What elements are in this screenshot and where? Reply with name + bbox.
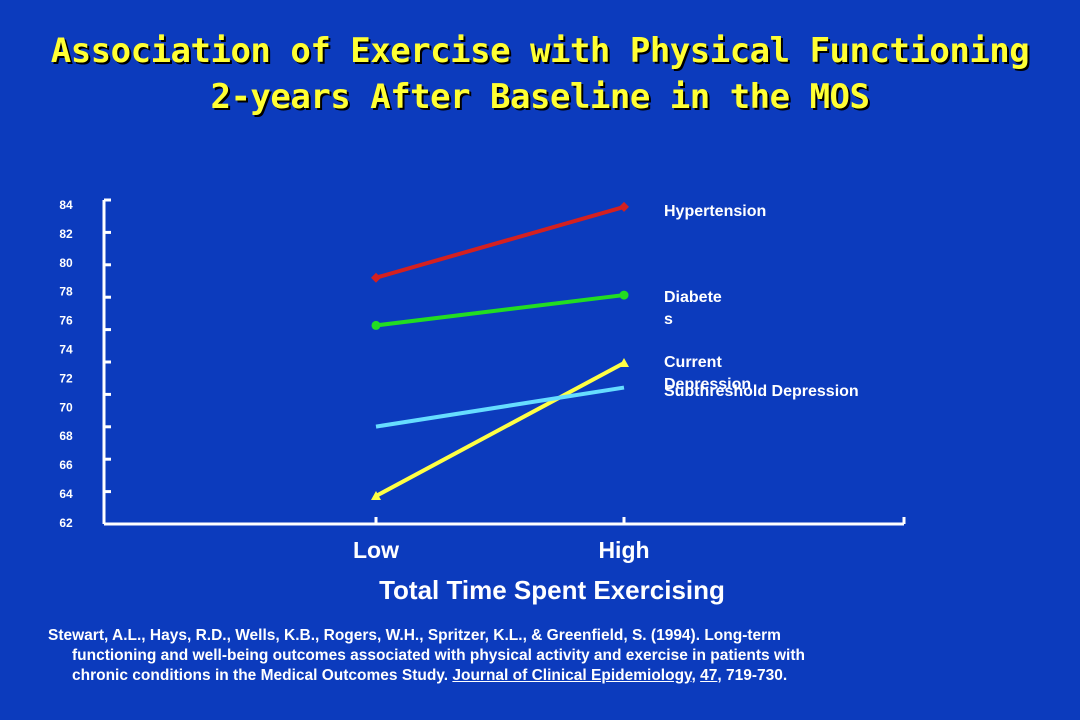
series-label-line: Subthreshold Depression: [664, 383, 859, 400]
x-tick-label: Low: [353, 537, 399, 563]
series-label: Subthreshold Depression: [664, 383, 859, 400]
y-tick-label: 80: [59, 256, 73, 270]
series-label: Diabete s: [664, 289, 722, 328]
y-tick-label: 74: [59, 343, 73, 357]
series-label-line: Depression: [664, 376, 751, 393]
citation-line-3: chronic conditions in the Medical Outcom…: [48, 666, 1048, 686]
series-label: Hypertension: [664, 203, 766, 220]
series-label-line: Hypertension: [664, 203, 766, 220]
y-tick-label: 68: [59, 429, 73, 443]
citation-line-2: functioning and well-being outcomes asso…: [72, 647, 805, 664]
data-point: [371, 272, 381, 283]
y-tick-label: 82: [59, 227, 73, 241]
citation-line-1: Stewart, A.L., Hays, R.D., Wells, K.B., …: [48, 627, 781, 644]
y-tick-label: 76: [59, 314, 73, 328]
data-point: [619, 358, 629, 367]
x-axis-title: Total Time Spent Exercising: [379, 575, 725, 605]
series-label-line: Diabete: [664, 289, 722, 306]
y-tick-label: 62: [59, 516, 73, 530]
y-tick-label: 84: [59, 198, 73, 212]
data-point: [371, 320, 381, 330]
series-label-line: s: [664, 311, 673, 328]
y-tick-label: 66: [59, 458, 73, 472]
data-point: [619, 201, 629, 212]
series-line: [375, 385, 625, 429]
series-line: [375, 204, 625, 280]
title-line-2: 2-years After Baseline in the MOS: [210, 77, 870, 117]
x-tick-label: High: [598, 537, 649, 563]
citation-pages: , 719-730.: [717, 667, 788, 684]
citation: Stewart, A.L., Hays, R.D., Wells, K.B., …: [48, 626, 1048, 686]
citation-volume: 47: [700, 667, 718, 684]
citation-study: chronic conditions in the Medical Outcom…: [72, 667, 453, 684]
chart-title: Association of Exercise with Physical Fu…: [0, 28, 1080, 120]
series-line: [375, 361, 625, 498]
series-label: Current Depression: [664, 354, 751, 393]
y-tick-label: 70: [59, 400, 73, 414]
series-line: [375, 293, 625, 328]
data-point: [371, 490, 381, 500]
y-tick-label: 78: [59, 285, 73, 299]
series-label-line: Current: [664, 354, 722, 371]
y-tick-label: 72: [59, 371, 73, 385]
title-line-1: Association of Exercise with Physical Fu…: [50, 31, 1030, 71]
y-tick-label: 64: [59, 487, 73, 501]
citation-sep: ,: [691, 667, 701, 684]
data-point: [619, 290, 629, 300]
citation-journal: Journal of Clinical Epidemiology: [452, 667, 692, 684]
